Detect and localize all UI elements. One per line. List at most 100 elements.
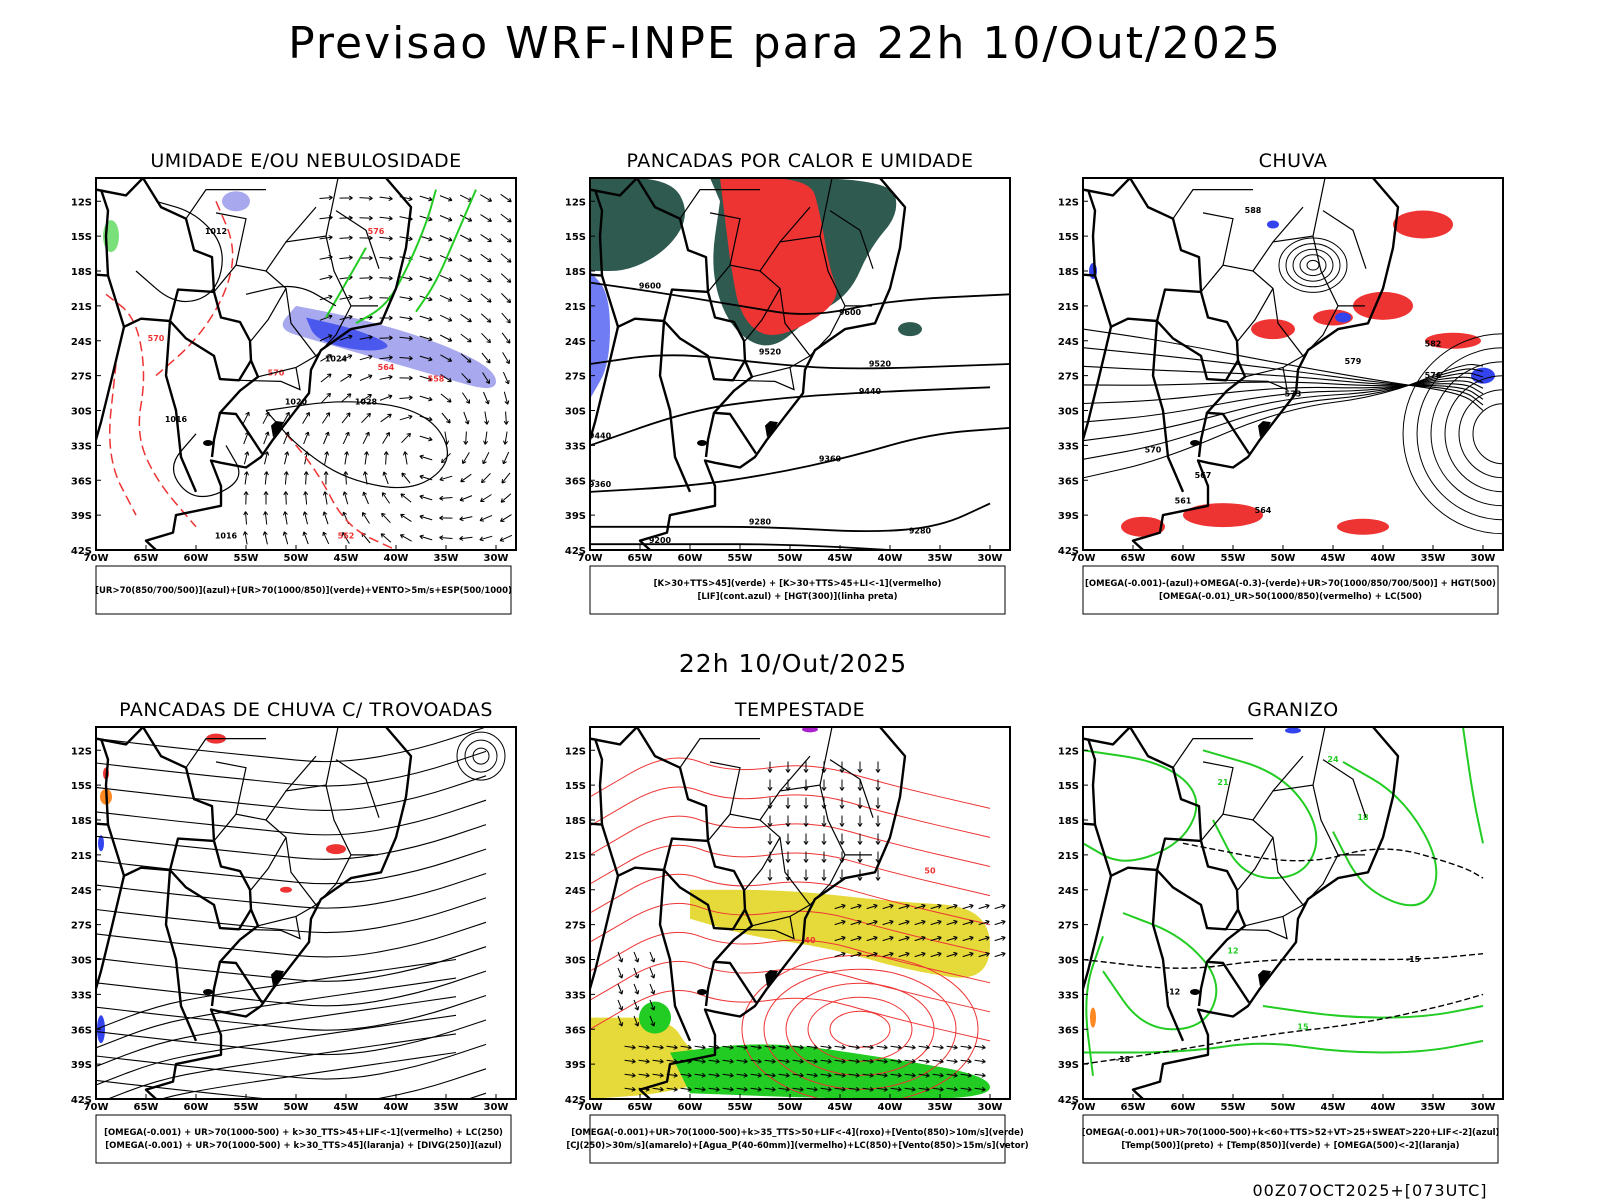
country-border: [169, 320, 253, 382]
wind-vector: [978, 919, 990, 926]
lon-label: 30W: [978, 553, 1003, 564]
lat-label: 42S: [71, 1095, 92, 1106]
wind-vector: [460, 353, 472, 363]
country-border: [1156, 869, 1240, 931]
wind-vector: [633, 983, 640, 995]
legend-frame: [589, 565, 1006, 615]
rain-fill-red: [1393, 210, 1453, 239]
wind-vector: [862, 1072, 874, 1078]
contour-label: 9520: [759, 348, 782, 357]
legend-line: [UR>70(850/700/500)](azul)+[UR>70(1000/8…: [95, 586, 512, 596]
lat-label: 27S: [71, 372, 92, 383]
streamline: [96, 994, 487, 1031]
lagoon: [765, 421, 778, 438]
wind-vector: [946, 919, 958, 926]
lat-label: 24S: [565, 337, 586, 348]
legend-frame: [95, 565, 512, 615]
contour-label: 24: [1327, 755, 1339, 764]
legend-line: [K>30+TTS>45](verde) + [K>30+TTS>45+LI<-…: [654, 579, 942, 589]
map-panel: GRANIZO -12 -15 -18 12 15 18 21 24 12S 15S 18S 21S 24…: [1058, 699, 1504, 1164]
map-area: -12 -15 -18 12 15 18 21 24 12S 15S 18S 21S 24S 27S 30S…: [1058, 726, 1504, 1113]
lat-label: 24S: [71, 337, 92, 348]
wind-vector: [633, 967, 640, 979]
contour-label: 582: [1425, 340, 1442, 349]
country-border: [1083, 178, 1251, 455]
pressure-contour: [265, 401, 448, 489]
contour-label: -15: [1406, 955, 1421, 964]
streamline: [96, 848, 487, 885]
wind-vector: [875, 869, 881, 881]
wind-vector: [461, 392, 471, 404]
contour-label: 1012: [205, 227, 227, 236]
panel-title: GRANIZO: [1247, 699, 1338, 721]
panel-title: UMIDADE E/OU NEBULOSIDADE: [150, 150, 461, 172]
wind-vector: [821, 779, 827, 791]
lat-label: 21S: [1058, 851, 1079, 862]
lat-label: 42S: [1058, 546, 1079, 557]
contour-label: 552: [338, 531, 355, 540]
country-border: [658, 320, 692, 493]
legend-line: [CJ(250)>30m/s](amarelo)+[Agua_P(40-60mm…: [566, 1141, 1028, 1151]
wind-vector: [875, 833, 881, 845]
wind-vector: [460, 333, 472, 343]
wind-vector: [460, 313, 472, 323]
wind-vector: [994, 903, 1006, 910]
state-border: [707, 727, 833, 842]
lon-label: 60W: [1171, 1102, 1196, 1113]
wind-vector: [764, 1044, 776, 1050]
lat-label: 30S: [71, 407, 92, 418]
wind-vector: [767, 869, 773, 881]
streamline-red: [590, 990, 991, 1042]
wind-vector: [806, 1086, 818, 1092]
wind-vector: [890, 1086, 902, 1092]
wind-vector: [617, 983, 624, 995]
state-border: [1225, 367, 1288, 391]
height-contour: [590, 543, 891, 550]
wind-vector: [778, 1058, 790, 1064]
wind-vector: [803, 833, 809, 845]
lon-label: 30W: [484, 553, 509, 564]
lat-label: 33S: [565, 990, 586, 1001]
country-border: [600, 275, 709, 328]
wind-vector: [624, 1058, 636, 1064]
lon-label: 65W: [1121, 1102, 1146, 1113]
lon-label: 40W: [878, 1102, 903, 1113]
legend-box: [OMEGA(-0.001)-(azul)+OMEGA(-0.3)-(verde…: [1082, 565, 1499, 615]
state-border: [679, 738, 760, 769]
map-frame: [95, 726, 517, 1100]
wind-vector: [480, 214, 492, 222]
wind-vector: [283, 491, 289, 505]
temp850-contour: [1202, 749, 1318, 880]
state-border: [707, 178, 833, 293]
state-border: [1272, 755, 1304, 792]
country-border: [590, 326, 620, 444]
state-border: [1322, 210, 1367, 269]
wind-vector: [882, 903, 894, 910]
wind-vector: [324, 451, 330, 465]
wind-vector: [401, 432, 411, 444]
lat-label: 33S: [1058, 990, 1079, 1001]
map-background: [1083, 727, 1503, 1099]
pressure-contour: [245, 285, 337, 307]
map-frame: [95, 177, 517, 551]
country-border: [590, 178, 758, 455]
wind-vector: [764, 1072, 776, 1078]
contour-label: 15: [1297, 1022, 1309, 1031]
map-area: 58858257957657357056756456112S15S18S21S2…: [1058, 177, 1504, 564]
lagoon: [1258, 421, 1271, 438]
lon-label: 50W: [778, 553, 803, 564]
geopotential-contour: [1083, 372, 1484, 442]
legend-box: [OMEGA(-0.001)+UR>70(1000-500)+k>35_TTS>…: [566, 1114, 1029, 1164]
legend-frame: [95, 1114, 512, 1164]
wind-vector: [263, 471, 269, 485]
rain-fill-red: [1183, 503, 1263, 528]
wind-vector: [399, 375, 413, 381]
wind-vector: [440, 354, 453, 362]
wind-vector: [848, 1058, 860, 1064]
wind-vector: [848, 1044, 860, 1050]
lat-label: 15S: [71, 232, 92, 243]
wind-vector: [282, 411, 290, 424]
wind-vector: [821, 833, 827, 845]
wind-vector: [503, 391, 510, 405]
map-panel: TEMPESTADE 40 50 12S 15S 18S 21S 24S 27S 30S 33S 36…: [565, 699, 1029, 1164]
